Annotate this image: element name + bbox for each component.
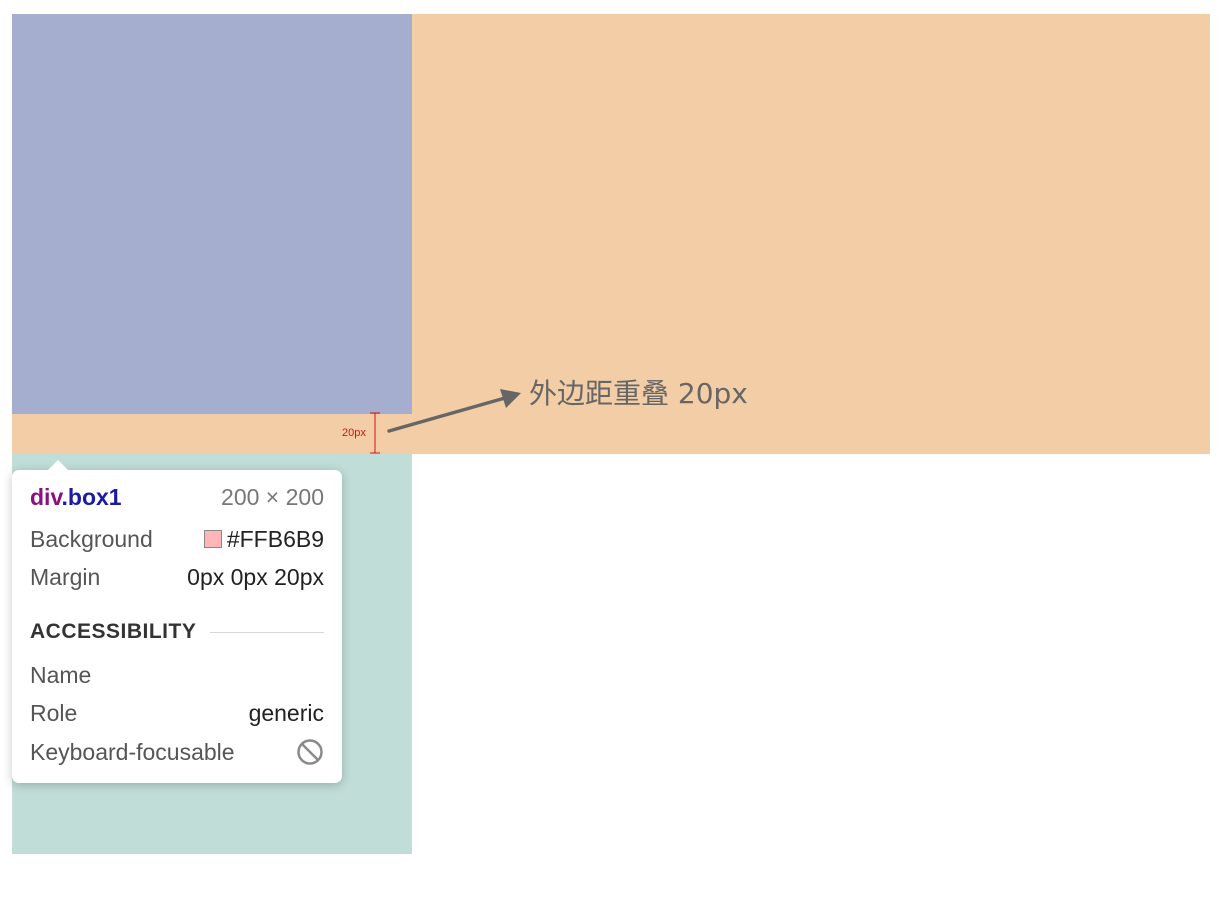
- role-row: Role generic: [30, 700, 324, 727]
- keyboard-focusable-label: Keyboard-focusable: [30, 738, 235, 765]
- annotation-arrow: [387, 389, 521, 433]
- element-size: 200 × 200: [221, 484, 324, 510]
- accessibility-heading: ACCESSIBILITY: [30, 620, 197, 643]
- background-value: #FFB6B9: [226, 526, 324, 552]
- margin-overlap-annotation: 外边距重叠 20px: [529, 377, 748, 410]
- margin-label: Margin: [30, 564, 101, 590]
- box1: [12, 14, 412, 414]
- selector-tag: div: [30, 484, 62, 510]
- devtools-inspect-tooltip: div.box1 200 × 200 Background #FFB6B9 Ma…: [12, 460, 342, 783]
- tooltip-title-row: div.box1 200 × 200: [30, 484, 324, 511]
- name-label: Name: [30, 662, 92, 688]
- margin-measure-line: [370, 412, 380, 454]
- tooltip-pointer: [47, 460, 69, 471]
- not-allowed-icon: [297, 739, 323, 765]
- selector-class: .box1: [61, 484, 122, 510]
- margin-measure-label: 20px: [342, 427, 366, 439]
- margin-value: 0px 0px 20px: [187, 564, 324, 590]
- heading-divider: [210, 631, 324, 633]
- background-value-wrap: #FFB6B9: [203, 526, 324, 553]
- element-selector: div.box1: [30, 484, 122, 511]
- margin-row: Margin 0px 0px 20px: [30, 564, 324, 591]
- keyboard-focusable-row: Keyboard-focusable: [30, 738, 324, 766]
- name-row: Name: [30, 662, 324, 689]
- role-value: generic: [248, 700, 324, 726]
- color-swatch: [203, 530, 222, 548]
- background-label: Background: [30, 526, 153, 552]
- background-row: Background #FFB6B9: [30, 526, 324, 553]
- accessibility-heading-row: ACCESSIBILITY: [30, 620, 324, 644]
- role-label: Role: [30, 700, 78, 726]
